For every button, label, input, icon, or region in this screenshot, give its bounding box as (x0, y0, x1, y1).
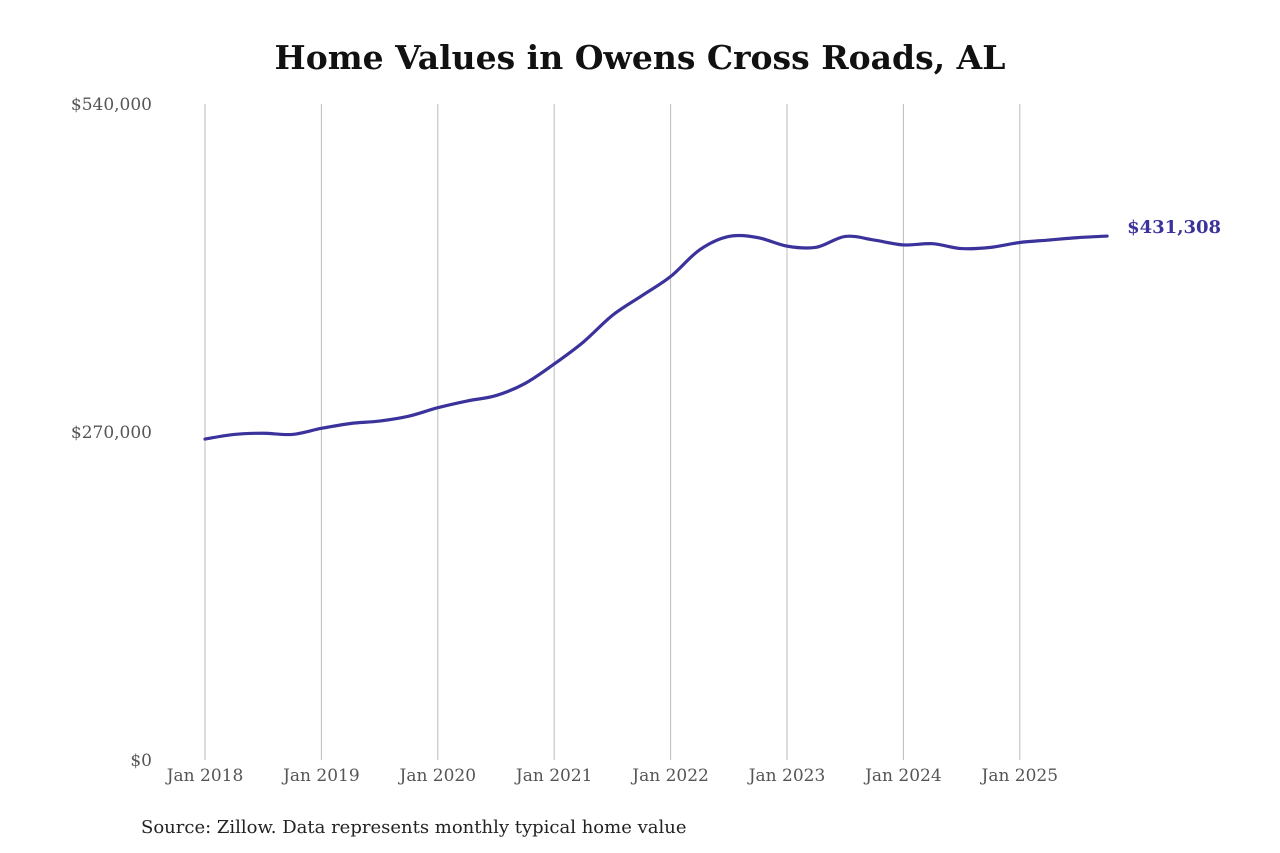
x-tick-label: Jan 2024 (863, 766, 942, 786)
x-tick-label: Jan 2023 (747, 766, 826, 786)
x-tick-label: Jan 2018 (165, 766, 244, 786)
x-tick-label: Jan 2021 (514, 766, 593, 786)
x-tick-label: Jan 2019 (281, 766, 360, 786)
y-tick-label: $540,000 (71, 95, 152, 115)
y-tick-label: $0 (130, 751, 152, 771)
end-value-label: $431,308 (1127, 217, 1221, 238)
chart-title: Home Values in Owens Cross Roads, AL (274, 38, 1006, 77)
y-tick-label: $270,000 (71, 423, 152, 443)
series-line (203, 233, 1109, 441)
source-note: Source: Zillow. Data represents monthly … (141, 817, 687, 838)
x-tick-label: Jan 2022 (630, 766, 709, 786)
x-tick-label: Jan 2020 (398, 766, 477, 786)
x-tick-label: Jan 2025 (980, 766, 1059, 786)
